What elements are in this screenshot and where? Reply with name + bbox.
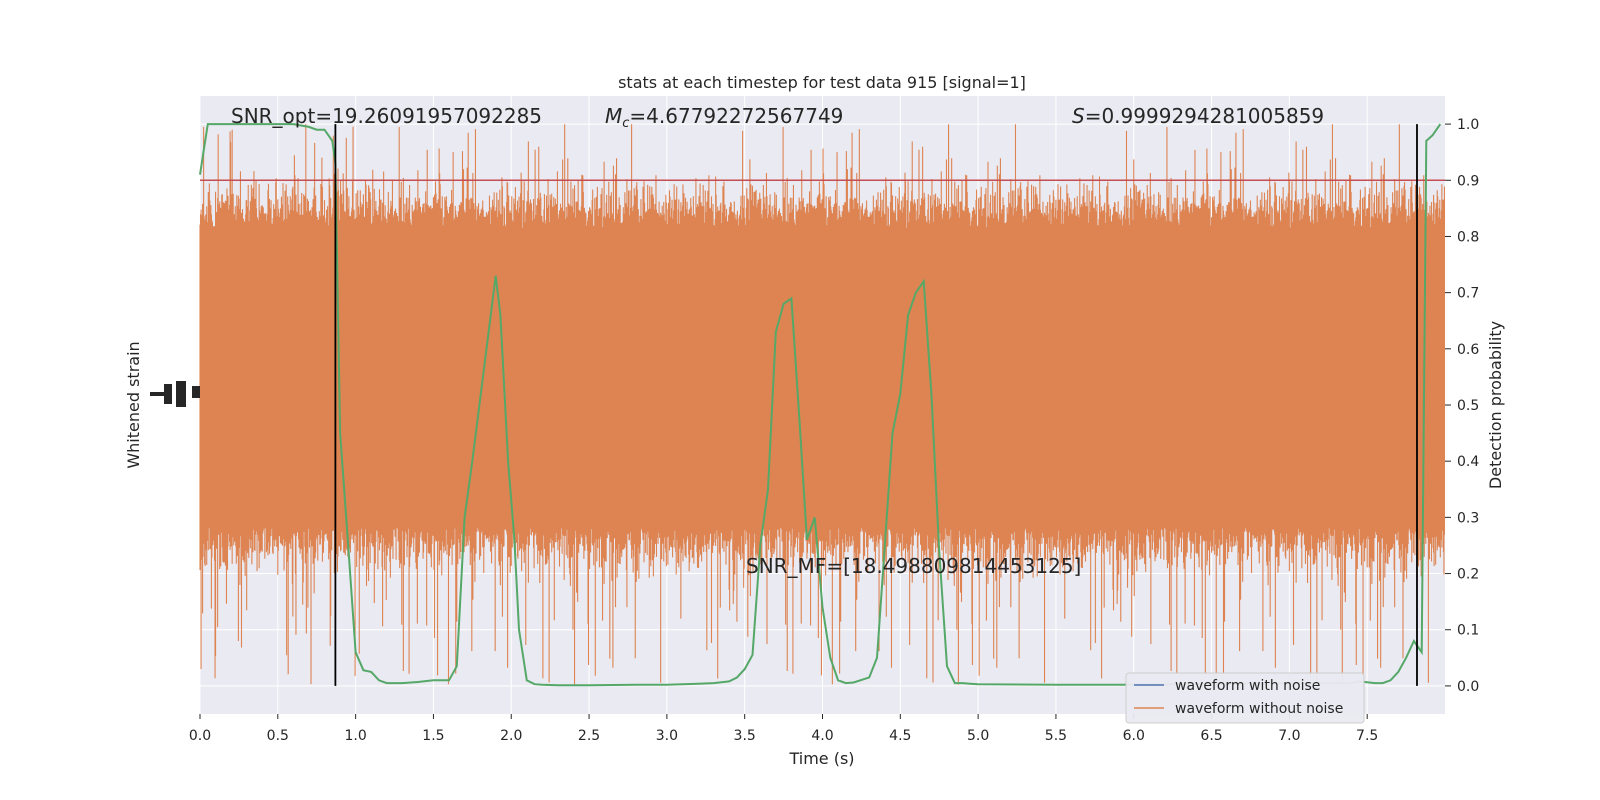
left-tick-blob xyxy=(164,384,172,404)
legend-entry-without-noise: waveform without noise xyxy=(1175,701,1343,717)
s-symbol: S xyxy=(1072,104,1085,128)
y-tick-label: 0.0 xyxy=(1457,679,1479,695)
y-tick-label: 0.6 xyxy=(1457,342,1479,358)
x-tick-label: 4.5 xyxy=(889,728,911,744)
x-tick-label: 3.5 xyxy=(734,728,756,744)
y-tick-label: 0.7 xyxy=(1457,286,1479,302)
detection-probability-series xyxy=(199,123,1442,687)
x-tick-label: 0.5 xyxy=(267,728,289,744)
left-y-axis-label: Whitened strain xyxy=(124,341,143,468)
y-tick-label: 0.9 xyxy=(1457,173,1479,189)
x-tick-label: 7.5 xyxy=(1356,728,1378,744)
x-tick-label: 2.5 xyxy=(578,728,600,744)
x-tick-label: 2.0 xyxy=(500,728,522,744)
detection-probability-line xyxy=(199,123,1442,687)
whitened-strain-axis-ticks xyxy=(150,381,200,407)
s-value: =0.9999294281005859 xyxy=(1085,104,1324,128)
waveform-without-noise-core xyxy=(200,228,1445,526)
chirp-mass-value: =4.67792272567749 xyxy=(629,104,843,128)
legend-entry-with-noise: waveform with noise xyxy=(1175,678,1320,694)
x-tick-label: 3.0 xyxy=(656,728,678,744)
snr-mf-annotation: SNR_MF=[18.498809814453125] xyxy=(746,554,1081,578)
x-tick-label: 6.5 xyxy=(1200,728,1222,744)
x-tick-label: 5.5 xyxy=(1045,728,1067,744)
y-tick-label: 1.0 xyxy=(1457,117,1479,133)
x-tick-label: 5.0 xyxy=(967,728,989,744)
waveform-without-noise-series xyxy=(199,124,1446,685)
snr-opt-annotation: SNR_opt=19.26091957092285 xyxy=(231,104,542,128)
y-tick-label: 0.5 xyxy=(1457,398,1479,414)
right-y-axis-label: Detection probability xyxy=(1486,321,1505,489)
x-axis-ticks: 0.0 0.5 1.0 1.5 2.0 2.5 3.0 3.5 4.0 4.5 5.0 5.5 6.0 6… xyxy=(189,714,1378,744)
y-tick-label: 0.8 xyxy=(1457,229,1479,245)
y-tick-label: 0.1 xyxy=(1457,623,1479,639)
chirp-mass-annotation: Mc=4.67792272567749 xyxy=(605,104,843,131)
x-tick-label: 1.5 xyxy=(422,728,444,744)
y-tick-label: 0.2 xyxy=(1457,567,1479,583)
x-tick-label: 0.0 xyxy=(189,728,211,744)
left-tick-blob xyxy=(150,392,164,396)
x-tick-label: 1.0 xyxy=(344,728,366,744)
chirp-mass-symbol: M xyxy=(605,104,622,128)
x-axis-label: Time (s) xyxy=(788,749,854,768)
x-tick-label: 4.0 xyxy=(811,728,833,744)
x-tick-label: 6.0 xyxy=(1123,728,1145,744)
chart-title: stats at each timestep for test data 915… xyxy=(618,73,1026,92)
left-tick-blob xyxy=(192,386,200,398)
vertical-markers xyxy=(334,124,1418,686)
chirp-mass-subscript: c xyxy=(622,116,629,131)
y-tick-label: 0.4 xyxy=(1457,454,1479,470)
x-tick-label: 7.0 xyxy=(1278,728,1300,744)
s-annotation: S=0.9999294281005859 xyxy=(1072,104,1324,128)
legend-box xyxy=(1125,672,1365,724)
left-tick-blob xyxy=(176,381,186,407)
right-y-axis-ticks: 0.0 0.1 0.2 0.3 0.4 0.5 0.6 0.7 0.8 0.9 1.0 xyxy=(1445,117,1479,695)
y-tick-label: 0.3 xyxy=(1457,510,1479,526)
legend: waveform with noise waveform without noi… xyxy=(1125,672,1365,724)
